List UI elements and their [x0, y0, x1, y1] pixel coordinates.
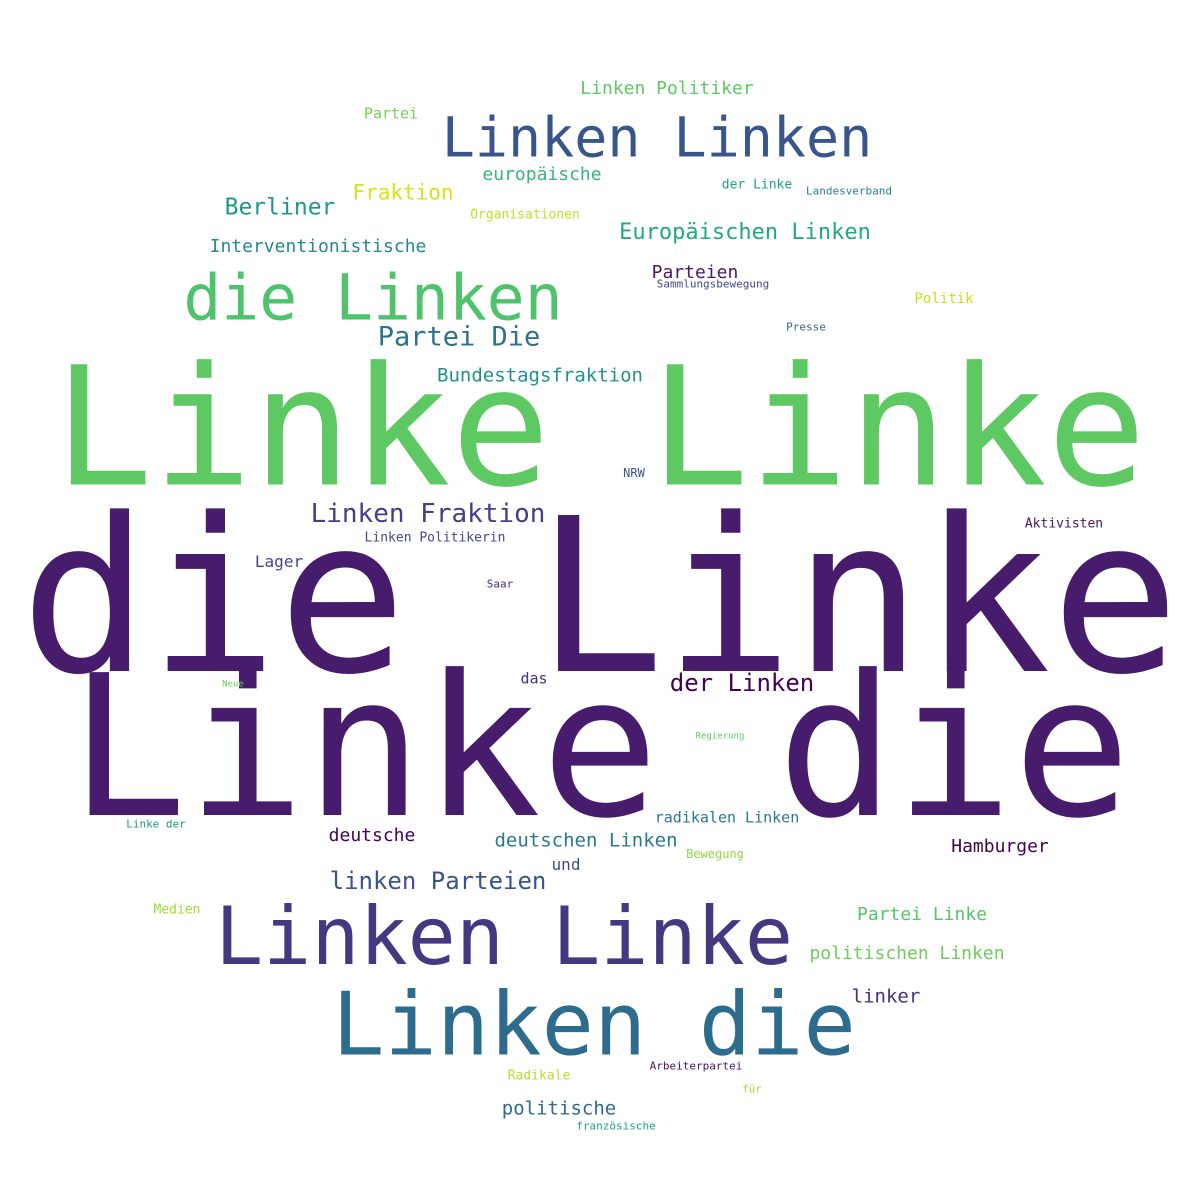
word-linken-die: Linken die — [332, 973, 856, 1076]
word-aktivisten: Aktivisten — [1024, 516, 1104, 532]
word-radikalen-linken: radikalen Linken — [654, 808, 800, 827]
word-arbeiterpartei: Arbeiterpartei — [649, 1059, 743, 1073]
word-die-linke: die Linke — [20, 473, 1180, 722]
word-linken-fraktion: Linken Fraktion — [310, 499, 546, 529]
word-medien: Medien — [153, 902, 201, 918]
word-der-linken: der Linken — [669, 669, 815, 697]
word-hamburger: Hamburger — [951, 836, 1049, 857]
word-der-linke: der Linke — [721, 177, 793, 193]
word-berliner: Berliner — [224, 194, 336, 221]
word-linken-parteien: linken Parteien — [329, 867, 547, 895]
word-neue: Neue — [222, 679, 244, 690]
word-partei-linke: Partei Linke — [856, 904, 988, 925]
word-linken-politiker: Linken Politiker — [580, 78, 754, 99]
word-landesverband: Landesverband — [805, 184, 893, 198]
word-linken-linke: Linken Linke — [215, 890, 793, 983]
word-fraktion: Fraktion — [352, 180, 454, 205]
word-saar: Saar — [486, 577, 514, 591]
word-das: das — [520, 669, 548, 688]
word-sammlungsbewegung: Sammlungsbewegung — [656, 277, 770, 291]
word-bewegung: Bewegung — [686, 847, 744, 861]
word-linke-der: Linke der — [126, 817, 186, 831]
word-nrw: NRW — [623, 466, 645, 480]
word-interventionistische: Interventionistische — [209, 236, 427, 257]
word-partei: Partei — [363, 104, 419, 123]
word-linken-politikerin: Linken Politikerin — [364, 530, 506, 546]
word-europaeische: europäische — [482, 164, 602, 185]
word-regierung: Regierung — [695, 731, 745, 742]
word-bundestagsfraktion: Bundestagsfraktion — [437, 364, 643, 387]
word-fuer: für — [742, 1082, 762, 1096]
word-linke-die: Linke die — [68, 634, 1132, 862]
word-deutschen-linken: deutschen Linken — [494, 829, 678, 852]
word-presse: Presse — [786, 320, 826, 334]
word-parteien: Parteien — [651, 262, 739, 283]
word-deutsche: deutsche — [328, 825, 416, 846]
word-politik: Politik — [914, 291, 974, 307]
word-europaeischen-linken: Europäischen Linken — [619, 220, 871, 245]
word-und: und — [551, 855, 581, 874]
word-organisationen: Organisationen — [470, 207, 580, 223]
word-radikale: Radikale — [507, 1068, 571, 1084]
word-franzoesische: französische — [576, 1119, 656, 1133]
word-linker: linker — [851, 985, 921, 1008]
word-lager: Lager — [254, 552, 304, 571]
word-politischen-linken: politischen Linken — [809, 943, 1005, 964]
word-die-linken: die Linken — [183, 261, 563, 335]
word-linke-linke: Linke Linke — [53, 331, 1147, 524]
word-partei-die: Partei Die — [377, 321, 541, 353]
word-politische: politische — [501, 1097, 617, 1120]
word-linken-linken: Linken Linken — [441, 105, 873, 170]
